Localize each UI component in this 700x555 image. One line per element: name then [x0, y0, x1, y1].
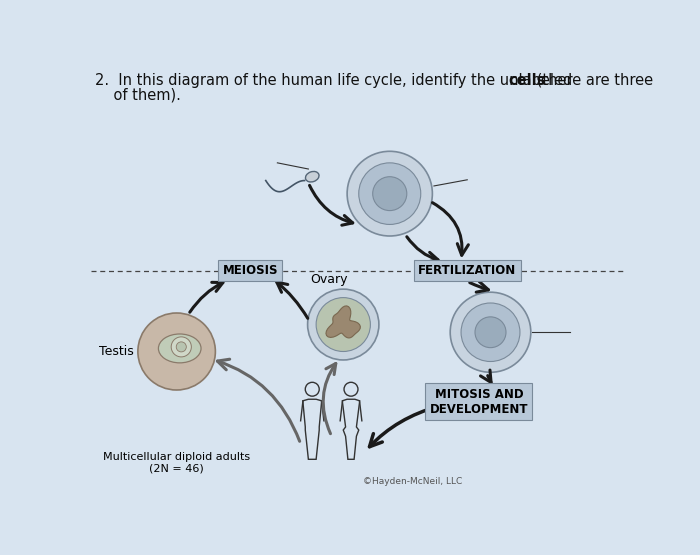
Text: ©Hayden-McNeil, LLC: ©Hayden-McNeil, LLC: [363, 477, 463, 486]
Text: (there are three: (there are three: [533, 73, 654, 88]
Circle shape: [316, 297, 370, 351]
Text: MEIOSIS: MEIOSIS: [223, 264, 278, 277]
Ellipse shape: [305, 171, 319, 182]
Text: of them).: of them).: [95, 87, 181, 102]
Circle shape: [475, 317, 506, 347]
Text: 2.  In this diagram of the human life cycle, identify the unlabeled: 2. In this diagram of the human life cyc…: [95, 73, 577, 88]
Text: cells: cells: [508, 73, 546, 88]
Circle shape: [347, 152, 433, 236]
Circle shape: [461, 303, 520, 361]
Circle shape: [138, 313, 216, 390]
Circle shape: [307, 289, 379, 360]
Circle shape: [172, 337, 191, 357]
Circle shape: [450, 292, 531, 372]
Circle shape: [372, 176, 407, 210]
Text: MITOSIS AND
DEVELOPMENT: MITOSIS AND DEVELOPMENT: [430, 387, 528, 416]
Text: Multicellular diploid adults
(2N = 46): Multicellular diploid adults (2N = 46): [103, 452, 250, 473]
Circle shape: [176, 342, 186, 352]
Text: Testis: Testis: [99, 345, 134, 358]
Circle shape: [358, 163, 421, 224]
Text: Ovary: Ovary: [311, 273, 348, 286]
Polygon shape: [326, 306, 361, 338]
Ellipse shape: [158, 334, 201, 363]
Text: FERTILIZATION: FERTILIZATION: [418, 264, 517, 277]
